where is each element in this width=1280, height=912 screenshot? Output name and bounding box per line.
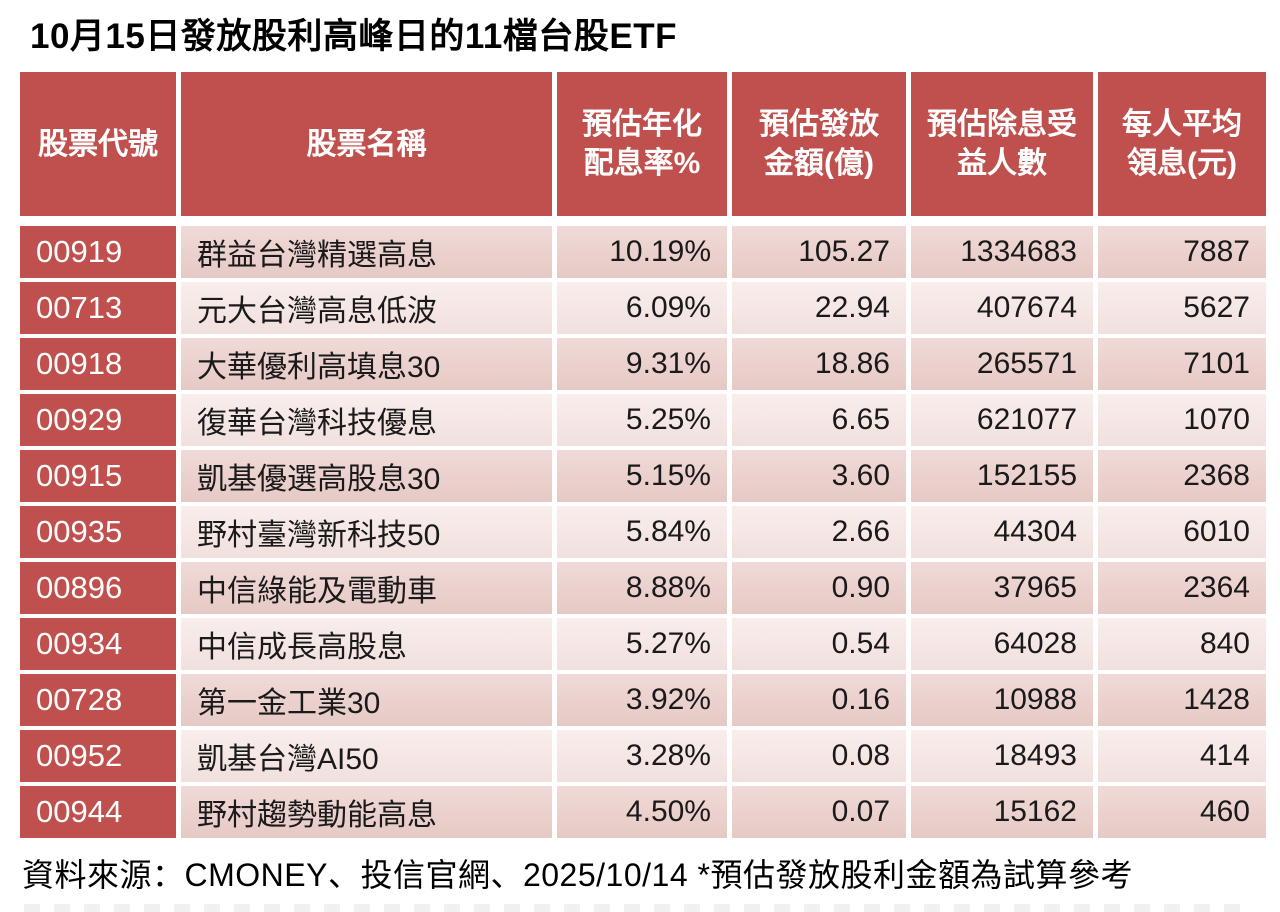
table-row: 00915 凱基優選高股息30 5.15% 3.60 152155 2368: [20, 450, 1266, 502]
cell-stock-code: 00944: [20, 786, 176, 838]
cell-beneficiaries: 44304: [911, 506, 1093, 558]
cell-stock-name: 凱基優選高股息30: [181, 450, 552, 502]
table-row: 00918 大華優利高填息30 9.31% 18.86 265571 7101: [20, 338, 1266, 390]
cell-stock-code: 00896: [20, 562, 176, 614]
column-header-beneficiaries: 預估除息受 益人數: [911, 72, 1093, 216]
cell-beneficiaries: 265571: [911, 338, 1093, 390]
table-row: 00728 第一金工業30 3.92% 0.16 10988 1428: [20, 674, 1266, 726]
cell-stock-code: 00919: [20, 226, 176, 278]
table-row: 00935 野村臺灣新科技50 5.84% 2.66 44304 6010: [20, 506, 1266, 558]
cell-avg-payout: 1070: [1098, 394, 1266, 446]
cell-amount: 105.27: [732, 226, 906, 278]
source-note: 資料來源：CMONEY、投信官網、2025/10/14 *預估發放股利金額為試算…: [22, 857, 1133, 893]
table-row: 00944 野村趨勢動能高息 4.50% 0.07 15162 460: [20, 786, 1266, 838]
table-body: 00919 群益台灣精選高息 10.19% 105.27 1334683 7887 0071…: [20, 226, 1266, 838]
etf-dividend-table: 股票代號 股票名稱 預估年化 配息率% 預估發放 金額(億) 預估除息受 益人數…: [20, 72, 1266, 842]
cell-beneficiaries: 37965: [911, 562, 1093, 614]
cell-yield: 4.50%: [557, 786, 727, 838]
column-header-stock-name: 股票名稱: [181, 72, 552, 216]
cell-stock-name: 元大台灣高息低波: [181, 282, 552, 334]
cell-avg-payout: 2368: [1098, 450, 1266, 502]
column-header-yield: 預估年化 配息率%: [557, 72, 727, 216]
cell-stock-name: 野村臺灣新科技50: [181, 506, 552, 558]
cell-amount: 0.90: [732, 562, 906, 614]
cell-beneficiaries: 152155: [911, 450, 1093, 502]
cell-stock-name: 群益台灣精選高息: [181, 226, 552, 278]
cell-amount: 22.94: [732, 282, 906, 334]
cell-stock-name: 中信成長高股息: [181, 618, 552, 670]
cell-stock-name: 復華台灣科技優息: [181, 394, 552, 446]
cell-beneficiaries: 18493: [911, 730, 1093, 782]
table-row: 00929 復華台灣科技優息 5.25% 6.65 621077 1070: [20, 394, 1266, 446]
cell-avg-payout: 414: [1098, 730, 1266, 782]
cell-amount: 3.60: [732, 450, 906, 502]
cell-beneficiaries: 407674: [911, 282, 1093, 334]
cell-amount: 0.16: [732, 674, 906, 726]
cell-amount: 0.08: [732, 730, 906, 782]
cell-avg-payout: 6010: [1098, 506, 1266, 558]
cell-yield: 3.92%: [557, 674, 727, 726]
cell-beneficiaries: 15162: [911, 786, 1093, 838]
cell-amount: 2.66: [732, 506, 906, 558]
cell-stock-code: 00929: [20, 394, 176, 446]
cell-stock-name: 凱基台灣AI50: [181, 730, 552, 782]
cell-stock-name: 第一金工業30: [181, 674, 552, 726]
table-row: 00934 中信成長高股息 5.27% 0.54 64028 840: [20, 618, 1266, 670]
column-header-stock-code: 股票代號: [20, 72, 176, 216]
table-header-row: 股票代號 股票名稱 預估年化 配息率% 預估發放 金額(億) 預估除息受 益人數…: [20, 72, 1266, 216]
page-title: 10月15日發放股利高峰日的11檔台股ETF: [30, 17, 677, 56]
cell-avg-payout: 840: [1098, 618, 1266, 670]
cell-beneficiaries: 621077: [911, 394, 1093, 446]
cell-stock-code: 00915: [20, 450, 176, 502]
table-row: 00919 群益台灣精選高息 10.19% 105.27 1334683 7887: [20, 226, 1266, 278]
cell-stock-code: 00713: [20, 282, 176, 334]
cell-yield: 5.15%: [557, 450, 727, 502]
table-row: 00713 元大台灣高息低波 6.09% 22.94 407674 5627: [20, 282, 1266, 334]
cell-yield: 5.84%: [557, 506, 727, 558]
cell-yield: 10.19%: [557, 226, 727, 278]
table-row: 00896 中信綠能及電動車 8.88% 0.90 37965 2364: [20, 562, 1266, 614]
cell-avg-payout: 1428: [1098, 674, 1266, 726]
cell-yield: 5.27%: [557, 618, 727, 670]
cell-stock-code: 00934: [20, 618, 176, 670]
cell-stock-code: 00952: [20, 730, 176, 782]
cell-stock-code: 00935: [20, 506, 176, 558]
cell-stock-code: 00728: [20, 674, 176, 726]
cell-beneficiaries: 64028: [911, 618, 1093, 670]
cell-stock-name: 中信綠能及電動車: [181, 562, 552, 614]
cell-yield: 9.31%: [557, 338, 727, 390]
cell-stock-name: 大華優利高填息30: [181, 338, 552, 390]
cell-amount: 6.65: [732, 394, 906, 446]
column-header-amount: 預估發放 金額(億): [732, 72, 906, 216]
cell-amount: 0.54: [732, 618, 906, 670]
cell-yield: 8.88%: [557, 562, 727, 614]
cell-stock-name: 野村趨勢動能高息: [181, 786, 552, 838]
cell-amount: 18.86: [732, 338, 906, 390]
cell-avg-payout: 460: [1098, 786, 1266, 838]
cell-avg-payout: 7101: [1098, 338, 1266, 390]
column-header-avg-payout: 每人平均 領息(元): [1098, 72, 1266, 216]
clipped-text-strip: [24, 904, 1254, 912]
cell-beneficiaries: 1334683: [911, 226, 1093, 278]
cell-yield: 3.28%: [557, 730, 727, 782]
table-row: 00952 凱基台灣AI50 3.28% 0.08 18493 414: [20, 730, 1266, 782]
cell-avg-payout: 7887: [1098, 226, 1266, 278]
cell-avg-payout: 5627: [1098, 282, 1266, 334]
cell-stock-code: 00918: [20, 338, 176, 390]
cell-avg-payout: 2364: [1098, 562, 1266, 614]
cell-yield: 5.25%: [557, 394, 727, 446]
cell-amount: 0.07: [732, 786, 906, 838]
cell-yield: 6.09%: [557, 282, 727, 334]
cell-beneficiaries: 10988: [911, 674, 1093, 726]
